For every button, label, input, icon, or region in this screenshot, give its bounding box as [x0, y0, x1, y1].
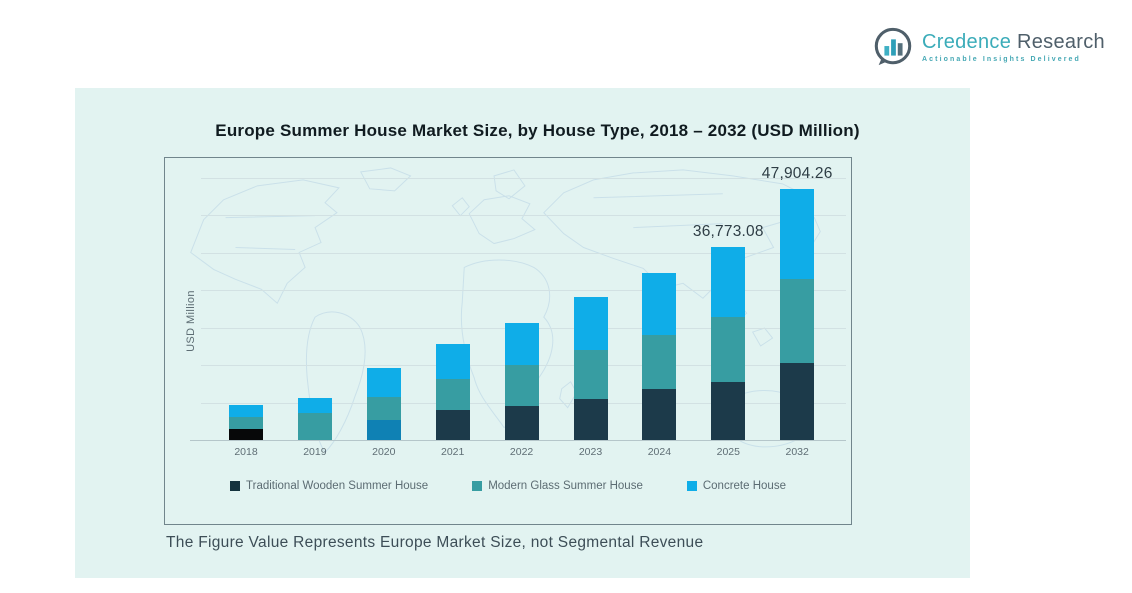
x-axis-label-2024: 2024 [647, 446, 672, 458]
bar-segment-2023 [573, 349, 608, 399]
bar-segment-2018 [229, 405, 263, 417]
x-axis-label-2025: 2025 [716, 446, 740, 458]
bar-segment-2032 [780, 279, 815, 363]
chart-legend: Traditional Wooden Summer House Modern Gl… [165, 480, 851, 492]
x-axis-label-2021: 2021 [441, 446, 465, 458]
bar-segment-2021 [435, 409, 470, 440]
legend-label: Modern Glass Summer House [488, 480, 643, 492]
bar-segment-2024 [642, 334, 677, 390]
x-axis-label-2022: 2022 [509, 446, 534, 458]
x-axis-label-2032: 2032 [785, 446, 809, 458]
legend-label: Traditional Wooden Summer House [246, 480, 429, 492]
chart-plot-area: USD Million 2018 2019 2020 2021 2022 2023 2024… [164, 157, 852, 525]
gridline [201, 290, 846, 292]
bar-segment-2020 [366, 367, 401, 397]
legend-item: Concrete House [686, 480, 786, 492]
bar-segment-2023 [573, 297, 608, 350]
bar-segment-2018 [229, 428, 263, 440]
bar-segment-2025 [711, 381, 746, 440]
bar-segment-2021 [435, 378, 470, 410]
chart-panel: Europe Summer House Market Size, by Hous… [75, 88, 970, 578]
legend-label: Concrete House [702, 480, 786, 492]
legend-swatch [472, 481, 483, 491]
data-label-2025: 36,773.08 [692, 223, 764, 241]
bar-segment-2019 [297, 397, 332, 413]
world-map-background [190, 167, 821, 454]
bar-segment-2024 [642, 389, 677, 440]
bar-segment-2022 [504, 406, 539, 440]
bar-segment-2023 [573, 398, 608, 440]
x-axis-line [190, 440, 846, 441]
gridline [201, 252, 846, 254]
x-axis-label-2023: 2023 [578, 446, 603, 458]
gridline [201, 215, 846, 217]
bar-segment-2032 [780, 362, 815, 440]
legend-swatch [686, 481, 697, 491]
logo-text: Credence Research Actionable Insights De… [922, 31, 1105, 63]
logo-brand-name: Credence Research [922, 31, 1105, 54]
bar-segment-2024 [642, 272, 677, 335]
bar-segment-2022 [504, 364, 539, 407]
bar-segment-2025 [711, 316, 746, 382]
bar-segment-2018 [229, 416, 263, 429]
y-axis-label: USD Million [185, 290, 197, 352]
bar-segment-2025 [711, 247, 746, 317]
gridline [201, 178, 846, 179]
credence-research-logo: Credence Research Actionable Insights De… [872, 26, 1105, 68]
bar-segment-2032 [780, 188, 815, 280]
logo-bar-chart-bubble-icon [874, 27, 912, 66]
logo-brand-secondary: Research [1016, 31, 1105, 53]
bar-segment-2020 [366, 420, 401, 440]
legend-item: Modern Glass Summer House [472, 480, 643, 492]
chart-footnote: The Figure Value Represents Europe Marke… [166, 534, 704, 551]
x-axis-label-2018: 2018 [234, 446, 258, 458]
data-label-2032: 47,904.26 [761, 164, 833, 182]
bar-segment-2019 [297, 412, 332, 440]
bar-segment-2020 [366, 396, 401, 421]
logo-tagline: Actionable Insights Delivered [922, 56, 1081, 63]
legend-item: Traditional Wooden Summer House [230, 480, 428, 492]
bar-segment-2021 [435, 344, 470, 379]
x-axis-label-2019: 2019 [303, 446, 327, 458]
legend-swatch [230, 481, 241, 491]
chart-title: Europe Summer House Market Size, by Hous… [215, 121, 860, 140]
x-axis-label-2020: 2020 [372, 446, 396, 458]
bar-segment-2022 [504, 323, 539, 365]
logo-brand-primary: Credence [922, 31, 1012, 53]
